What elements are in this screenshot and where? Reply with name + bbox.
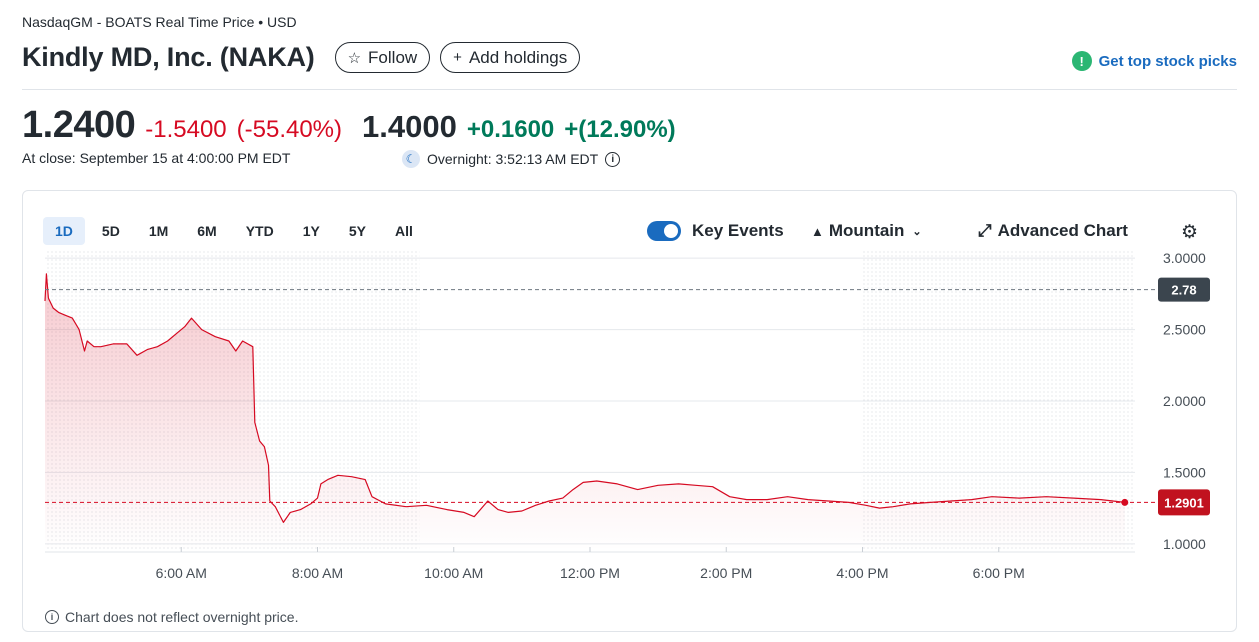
close-price: 1.2400 (22, 104, 136, 146)
range-tab-all[interactable]: All (394, 223, 413, 239)
range-tab-5d[interactable]: 5D (101, 223, 120, 239)
x-tick-label: 10:00 AM (424, 565, 483, 581)
close-time: At close: September 15 at 4:00:00 PM EDT (22, 150, 291, 166)
close-change: -1.5400 (145, 116, 227, 143)
range-tab-1d[interactable]: 1D (43, 217, 85, 245)
overnight-time-row: ☾ Overnight: 3:52:13 AM EDT i (402, 150, 621, 168)
plus-icon: + (453, 49, 462, 66)
y-tick-label: 1.5000 (1163, 464, 1206, 480)
range-tabs: 1D 5D 1M 6M YTD 1Y 5Y All (43, 217, 430, 245)
info-icon: i (45, 610, 59, 624)
top-picks-link[interactable]: ! Get top stock picks (1071, 51, 1237, 71)
y-tick-label: 3.0000 (1163, 250, 1206, 266)
advanced-chart-button[interactable]: ⤢ Advanced Chart (978, 221, 1128, 241)
expand-icon: ⤢ (978, 221, 992, 240)
previous-close-label: 2.78 (1171, 283, 1196, 298)
last-price-dot (1121, 498, 1129, 506)
exclamation-icon: ! (1071, 51, 1092, 71)
previous-close-badge (1158, 277, 1210, 302)
key-events-control[interactable]: Key Events (647, 221, 784, 241)
top-picks-label: Get top stock picks (1098, 52, 1237, 70)
y-tick-label: 1.0000 (1163, 536, 1206, 552)
follow-button[interactable]: ☆ Follow (334, 42, 431, 73)
last-price-label: 1.2901 (1164, 495, 1204, 510)
overnight-change-pct: +(12.90%) (564, 116, 676, 143)
range-tab-6m[interactable]: 6M (197, 223, 217, 239)
close-change-pct: (-55.40%) (236, 116, 343, 143)
range-tab-1m[interactable]: 1M (148, 223, 169, 239)
gear-icon[interactable]: ⚙ (1180, 222, 1198, 243)
moon-icon: ☾ (402, 150, 420, 168)
y-tick-label: 2.0000 (1163, 393, 1206, 409)
x-tick-label: 2:00 PM (700, 565, 752, 581)
last-price-badge (1158, 489, 1210, 516)
chart-type-label: Mountain (828, 221, 905, 240)
advanced-chart-label: Advanced Chart (997, 221, 1128, 240)
header-divider (22, 89, 1237, 90)
mountain-icon: ▲ (811, 223, 824, 239)
title-row: Kindly MD, Inc. (NAKA) ☆ Follow + Add ho… (22, 42, 581, 73)
y-tick-label: 2.5000 (1163, 322, 1206, 338)
chevron-down-icon: ⌄ (912, 225, 922, 238)
add-holdings-label: Add holdings (468, 47, 568, 67)
price-area (45, 273, 1125, 551)
footnote-text: Chart does not reflect overnight price. (65, 609, 299, 625)
range-tab-5y[interactable]: 5Y (348, 223, 366, 239)
range-tab-ytd[interactable]: YTD (245, 223, 274, 239)
chart-card: 3.0000 2.5000 2.0000 1.5000 1.0000 6:00 AM 8:0… (22, 190, 1237, 632)
add-holdings-button[interactable]: + Add holdings (440, 42, 581, 73)
overnight-change: +0.1600 (466, 116, 555, 143)
x-tick-label: 4:00 PM (836, 565, 888, 581)
chart-type-dropdown[interactable]: ▲ Mountain ⌄ (811, 221, 922, 241)
range-tab-1y[interactable]: 1Y (302, 223, 320, 239)
exchange-info: NasdaqGM - BOATS Real Time Price • USD (22, 14, 297, 30)
follow-label: Follow (368, 47, 418, 67)
x-tick-label: 12:00 PM (560, 565, 620, 581)
x-tick-label: 6:00 PM (973, 565, 1025, 581)
key-events-toggle[interactable] (647, 221, 681, 241)
chart-footnote: i Chart does not reflect overnight price… (45, 609, 298, 625)
company-title: Kindly MD, Inc. (NAKA) (22, 42, 315, 72)
x-tick-label: 6:00 AM (156, 565, 207, 581)
x-tick-label: 8:00 AM (292, 565, 343, 581)
overnight-time: Overnight: 3:52:13 AM EDT (427, 151, 599, 167)
price-row: 1.2400 -1.5400 (-55.40%) 1.4000 +0.1600 … (22, 104, 676, 147)
info-icon[interactable]: i (605, 151, 621, 167)
key-events-label: Key Events (692, 221, 784, 240)
star-icon: ☆ (347, 49, 362, 67)
price-chart[interactable]: 3.0000 2.5000 2.0000 1.5000 1.0000 6:00 AM 8:0… (23, 191, 1238, 633)
price-line (44, 273, 1125, 523)
overnight-price: 1.4000 (362, 109, 457, 144)
